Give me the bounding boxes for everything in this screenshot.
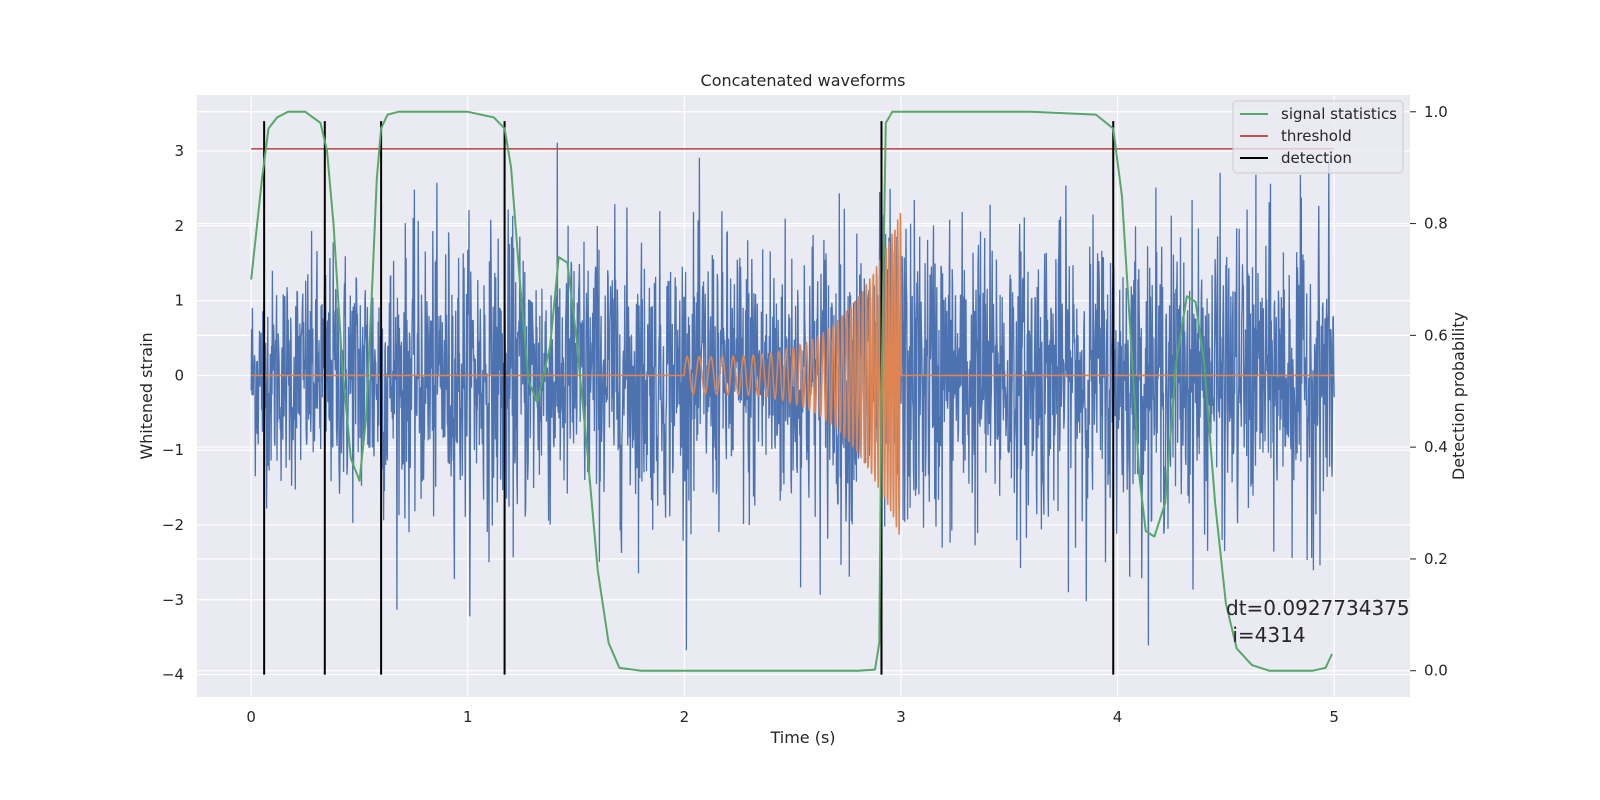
y-left-tick-label: 0 bbox=[174, 366, 184, 384]
y-right-axis-label: Detection probability bbox=[1449, 312, 1468, 480]
y-left-axis-label: Whitened strain bbox=[137, 332, 156, 459]
x-tick-label: 0 bbox=[246, 708, 256, 726]
x-axis-label: Time (s) bbox=[769, 728, 835, 747]
y-right-tick-label: 0.6 bbox=[1424, 326, 1448, 344]
series-chirp-line bbox=[251, 212, 1335, 535]
y-left-tick-label: 2 bbox=[174, 217, 184, 235]
x-tick-label: 2 bbox=[680, 708, 690, 726]
x-axis-ticks: 0 1 2 3 4 5 bbox=[246, 708, 1339, 726]
y-right-tick-label: 0.2 bbox=[1424, 550, 1448, 568]
x-tick-label: 1 bbox=[463, 708, 473, 726]
legend-box bbox=[1232, 100, 1404, 174]
y-left-tick-label: −4 bbox=[162, 666, 184, 684]
y-left-tick-label: −3 bbox=[162, 591, 184, 609]
y-left-tick-label: 3 bbox=[174, 142, 184, 160]
y-right-axis-ticks: 0.0 0.2 0.4 0.6 0.8 1.0 bbox=[1410, 103, 1448, 680]
y-left-tick-label: 1 bbox=[174, 292, 184, 310]
y-left-tick-label: −2 bbox=[162, 516, 184, 534]
series-chirp bbox=[251, 212, 1335, 535]
x-tick-label: 3 bbox=[896, 708, 906, 726]
y-right-tick-label: 0.4 bbox=[1424, 438, 1448, 456]
legend-label-detection: detection bbox=[1281, 149, 1352, 167]
annotation-text: dt=0.0927734375 i=4314 bbox=[1226, 596, 1410, 647]
legend: signal statistics threshold detection bbox=[1232, 100, 1404, 174]
y-left-axis-ticks: −4 −3 −2 −1 0 1 2 3 bbox=[162, 142, 184, 683]
series-noise bbox=[250, 142, 1335, 651]
y-right-tick-label: 0.0 bbox=[1424, 662, 1448, 680]
x-tick-label: 4 bbox=[1113, 708, 1123, 726]
legend-label-threshold: threshold bbox=[1281, 127, 1352, 145]
y-right-tick-label: 0.8 bbox=[1424, 215, 1448, 233]
annotation-line: dt=0.0927734375 bbox=[1226, 596, 1410, 620]
y-right-tick-label: 1.0 bbox=[1424, 103, 1448, 121]
x-tick-label: 5 bbox=[1329, 708, 1339, 726]
y-left-tick-label: −1 bbox=[162, 441, 184, 459]
chart-title: Concatenated waveforms bbox=[701, 71, 906, 90]
series-noise-line bbox=[250, 142, 1335, 651]
annotation-line: i=4314 bbox=[1226, 623, 1306, 647]
legend-label-signal-statistics: signal statistics bbox=[1281, 105, 1397, 123]
signal-statistics-line bbox=[250, 110, 1333, 672]
series-signal-statistics bbox=[250, 110, 1333, 672]
